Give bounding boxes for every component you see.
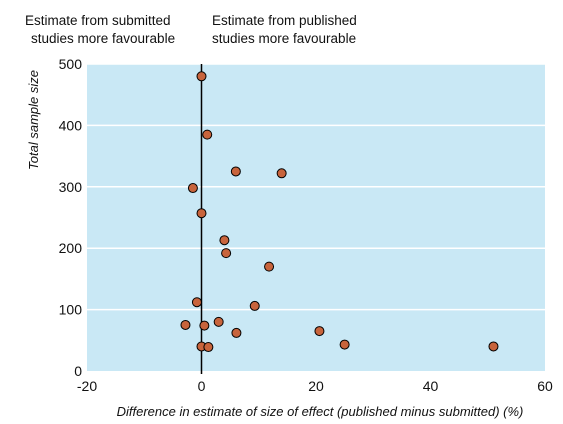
data-point-8 xyxy=(264,261,275,272)
x-tick-label: -20 xyxy=(77,378,97,394)
data-point-13 xyxy=(199,320,210,331)
x-tick-label: 0 xyxy=(198,378,206,394)
annotation-left-line2: studies more favourable xyxy=(31,31,175,46)
data-point-5 xyxy=(196,208,207,219)
data-point-19 xyxy=(488,341,499,352)
y-axis-label: Total sample size xyxy=(26,70,41,170)
y-tick-label: 200 xyxy=(59,240,83,256)
data-point-7 xyxy=(221,248,232,259)
data-point-4 xyxy=(276,168,287,179)
x-tick-label: 60 xyxy=(537,378,553,394)
data-point-14 xyxy=(231,327,242,338)
y-tick-label: 400 xyxy=(59,117,83,133)
y-tick-label: 0 xyxy=(74,363,82,379)
annotation-left-line1: Estimate from submitted xyxy=(25,13,171,28)
y-tick-label: 500 xyxy=(59,56,83,72)
data-point-16 xyxy=(339,339,350,350)
y-tick-label: 100 xyxy=(59,302,83,318)
data-point-10 xyxy=(249,300,260,311)
data-points xyxy=(180,71,499,353)
annotation-right-line2: studies more favourable xyxy=(212,31,356,46)
y-tick-label: 300 xyxy=(59,179,83,195)
data-point-3 xyxy=(230,166,241,177)
y-axis-ticks: 0 100 200 300 400 500 xyxy=(59,56,83,379)
x-tick-label: 20 xyxy=(308,378,324,394)
data-point-9 xyxy=(191,297,202,308)
data-point-0 xyxy=(196,71,207,82)
x-axis-label: Difference in estimate of size of effect… xyxy=(117,404,524,419)
data-point-1 xyxy=(202,129,213,140)
annotation-right-line1: Estimate from published xyxy=(212,13,357,28)
x-axis-ticks: -20 0 20 40 60 xyxy=(77,378,553,394)
plot-background xyxy=(87,64,545,371)
data-point-15 xyxy=(314,326,325,337)
data-point-2 xyxy=(187,183,198,194)
x-tick-label: 40 xyxy=(423,378,439,394)
data-point-12 xyxy=(180,319,191,330)
grid-lines xyxy=(87,63,545,311)
data-point-11 xyxy=(213,316,224,327)
data-point-6 xyxy=(219,235,230,246)
data-point-18 xyxy=(203,342,214,353)
